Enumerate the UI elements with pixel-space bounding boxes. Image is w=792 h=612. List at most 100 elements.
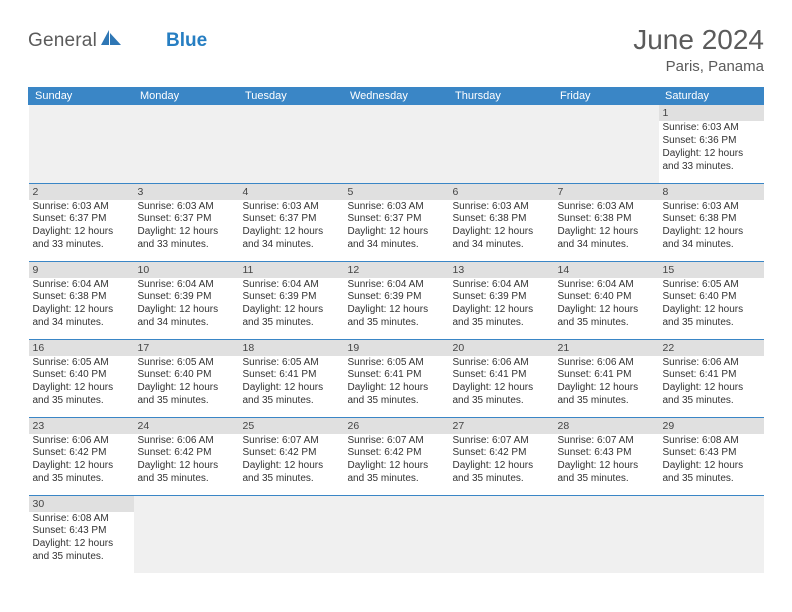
day-number: 29 bbox=[659, 418, 764, 434]
day-number: 26 bbox=[344, 418, 449, 434]
day-number: 24 bbox=[134, 418, 239, 434]
dayname-sun: Sunday bbox=[29, 87, 134, 105]
calendar-cell: 29Sunrise: 6:08 AMSunset: 6:43 PMDayligh… bbox=[659, 417, 764, 495]
calendar-cell: 10Sunrise: 6:04 AMSunset: 6:39 PMDayligh… bbox=[134, 261, 239, 339]
day-number: 30 bbox=[29, 496, 134, 512]
day-details: Sunrise: 6:07 AMSunset: 6:42 PMDaylight:… bbox=[344, 434, 449, 489]
day-details: Sunrise: 6:07 AMSunset: 6:43 PMDaylight:… bbox=[554, 434, 659, 489]
day-details: Sunrise: 6:08 AMSunset: 6:43 PMDaylight:… bbox=[659, 434, 764, 489]
day-details: Sunrise: 6:03 AMSunset: 6:36 PMDaylight:… bbox=[659, 121, 764, 176]
calendar-cell: 22Sunrise: 6:06 AMSunset: 6:41 PMDayligh… bbox=[659, 339, 764, 417]
day-details: Sunrise: 6:04 AMSunset: 6:39 PMDaylight:… bbox=[449, 278, 554, 333]
dayname-fri: Friday bbox=[554, 87, 659, 105]
day-details: Sunrise: 6:05 AMSunset: 6:40 PMDaylight:… bbox=[134, 356, 239, 411]
calendar-cell bbox=[134, 105, 239, 183]
calendar-cell: 1Sunrise: 6:03 AMSunset: 6:36 PMDaylight… bbox=[659, 105, 764, 183]
day-number: 18 bbox=[239, 340, 344, 356]
calendar-cell bbox=[449, 495, 554, 573]
day-number: 14 bbox=[554, 262, 659, 278]
calendar-cell: 23Sunrise: 6:06 AMSunset: 6:42 PMDayligh… bbox=[29, 417, 134, 495]
calendar-cell: 19Sunrise: 6:05 AMSunset: 6:41 PMDayligh… bbox=[344, 339, 449, 417]
day-details: Sunrise: 6:06 AMSunset: 6:42 PMDaylight:… bbox=[29, 434, 134, 489]
calendar-row: 2Sunrise: 6:03 AMSunset: 6:37 PMDaylight… bbox=[29, 183, 764, 261]
day-details: Sunrise: 6:03 AMSunset: 6:37 PMDaylight:… bbox=[134, 200, 239, 255]
day-details: Sunrise: 6:08 AMSunset: 6:43 PMDaylight:… bbox=[29, 512, 134, 567]
calendar-cell bbox=[239, 495, 344, 573]
dayname-wed: Wednesday bbox=[344, 87, 449, 105]
day-details: Sunrise: 6:03 AMSunset: 6:37 PMDaylight:… bbox=[29, 200, 134, 255]
day-number: 27 bbox=[449, 418, 554, 434]
logo-text-general: General bbox=[28, 30, 97, 52]
title-block: June 2024 Paris, Panama bbox=[633, 24, 764, 75]
day-number: 7 bbox=[554, 184, 659, 200]
calendar-row: 16Sunrise: 6:05 AMSunset: 6:40 PMDayligh… bbox=[29, 339, 764, 417]
dayname-mon: Monday bbox=[134, 87, 239, 105]
calendar-cell: 18Sunrise: 6:05 AMSunset: 6:41 PMDayligh… bbox=[239, 339, 344, 417]
logo-sail-icon bbox=[100, 30, 122, 51]
day-number: 22 bbox=[659, 340, 764, 356]
calendar-cell bbox=[659, 495, 764, 573]
day-details: Sunrise: 6:04 AMSunset: 6:39 PMDaylight:… bbox=[344, 278, 449, 333]
day-details: Sunrise: 6:03 AMSunset: 6:37 PMDaylight:… bbox=[344, 200, 449, 255]
day-number: 9 bbox=[29, 262, 134, 278]
day-details: Sunrise: 6:04 AMSunset: 6:39 PMDaylight:… bbox=[239, 278, 344, 333]
calendar-cell: 13Sunrise: 6:04 AMSunset: 6:39 PMDayligh… bbox=[449, 261, 554, 339]
calendar-cell: 30Sunrise: 6:08 AMSunset: 6:43 PMDayligh… bbox=[29, 495, 134, 573]
day-number: 17 bbox=[134, 340, 239, 356]
day-details: Sunrise: 6:03 AMSunset: 6:38 PMDaylight:… bbox=[449, 200, 554, 255]
calendar-cell: 16Sunrise: 6:05 AMSunset: 6:40 PMDayligh… bbox=[29, 339, 134, 417]
calendar-cell: 8Sunrise: 6:03 AMSunset: 6:38 PMDaylight… bbox=[659, 183, 764, 261]
calendar-cell: 20Sunrise: 6:06 AMSunset: 6:41 PMDayligh… bbox=[449, 339, 554, 417]
day-number: 28 bbox=[554, 418, 659, 434]
calendar-cell bbox=[554, 495, 659, 573]
day-details: Sunrise: 6:06 AMSunset: 6:41 PMDaylight:… bbox=[659, 356, 764, 411]
day-number: 3 bbox=[134, 184, 239, 200]
calendar-page: General Blue June 2024 Paris, Panama Sun… bbox=[0, 0, 792, 589]
day-details: Sunrise: 6:07 AMSunset: 6:42 PMDaylight:… bbox=[239, 434, 344, 489]
month-title: June 2024 bbox=[633, 24, 764, 56]
day-number: 5 bbox=[344, 184, 449, 200]
day-details: Sunrise: 6:06 AMSunset: 6:41 PMDaylight:… bbox=[554, 356, 659, 411]
calendar-cell: 2Sunrise: 6:03 AMSunset: 6:37 PMDaylight… bbox=[29, 183, 134, 261]
day-details: Sunrise: 6:05 AMSunset: 6:41 PMDaylight:… bbox=[344, 356, 449, 411]
calendar-cell: 12Sunrise: 6:04 AMSunset: 6:39 PMDayligh… bbox=[344, 261, 449, 339]
day-details: Sunrise: 6:04 AMSunset: 6:39 PMDaylight:… bbox=[134, 278, 239, 333]
calendar-cell bbox=[554, 105, 659, 183]
day-details: Sunrise: 6:06 AMSunset: 6:42 PMDaylight:… bbox=[134, 434, 239, 489]
day-details: Sunrise: 6:05 AMSunset: 6:40 PMDaylight:… bbox=[659, 278, 764, 333]
day-number: 4 bbox=[239, 184, 344, 200]
calendar-cell: 27Sunrise: 6:07 AMSunset: 6:42 PMDayligh… bbox=[449, 417, 554, 495]
day-details: Sunrise: 6:03 AMSunset: 6:38 PMDaylight:… bbox=[659, 200, 764, 255]
dayname-sat: Saturday bbox=[659, 87, 764, 105]
calendar-cell: 4Sunrise: 6:03 AMSunset: 6:37 PMDaylight… bbox=[239, 183, 344, 261]
calendar-row: 9Sunrise: 6:04 AMSunset: 6:38 PMDaylight… bbox=[29, 261, 764, 339]
day-number: 13 bbox=[449, 262, 554, 278]
day-details: Sunrise: 6:03 AMSunset: 6:38 PMDaylight:… bbox=[554, 200, 659, 255]
page-header: General Blue June 2024 Paris, Panama bbox=[28, 24, 764, 75]
calendar-cell bbox=[239, 105, 344, 183]
calendar-cell bbox=[29, 105, 134, 183]
calendar-cell: 9Sunrise: 6:04 AMSunset: 6:38 PMDaylight… bbox=[29, 261, 134, 339]
calendar-body: 1Sunrise: 6:03 AMSunset: 6:36 PMDaylight… bbox=[29, 105, 764, 573]
day-number: 19 bbox=[344, 340, 449, 356]
day-number: 1 bbox=[659, 105, 764, 121]
day-details: Sunrise: 6:04 AMSunset: 6:38 PMDaylight:… bbox=[29, 278, 134, 333]
calendar-cell: 21Sunrise: 6:06 AMSunset: 6:41 PMDayligh… bbox=[554, 339, 659, 417]
calendar-grid: Sunday Monday Tuesday Wednesday Thursday… bbox=[28, 87, 764, 573]
calendar-cell: 25Sunrise: 6:07 AMSunset: 6:42 PMDayligh… bbox=[239, 417, 344, 495]
day-number: 25 bbox=[239, 418, 344, 434]
day-number: 11 bbox=[239, 262, 344, 278]
dayname-tue: Tuesday bbox=[239, 87, 344, 105]
calendar-cell: 15Sunrise: 6:05 AMSunset: 6:40 PMDayligh… bbox=[659, 261, 764, 339]
day-number: 2 bbox=[29, 184, 134, 200]
day-number: 12 bbox=[344, 262, 449, 278]
day-details: Sunrise: 6:05 AMSunset: 6:41 PMDaylight:… bbox=[239, 356, 344, 411]
calendar-cell: 14Sunrise: 6:04 AMSunset: 6:40 PMDayligh… bbox=[554, 261, 659, 339]
calendar-cell: 3Sunrise: 6:03 AMSunset: 6:37 PMDaylight… bbox=[134, 183, 239, 261]
calendar-cell: 28Sunrise: 6:07 AMSunset: 6:43 PMDayligh… bbox=[554, 417, 659, 495]
calendar-cell: 17Sunrise: 6:05 AMSunset: 6:40 PMDayligh… bbox=[134, 339, 239, 417]
day-details: Sunrise: 6:06 AMSunset: 6:41 PMDaylight:… bbox=[449, 356, 554, 411]
day-details: Sunrise: 6:03 AMSunset: 6:37 PMDaylight:… bbox=[239, 200, 344, 255]
calendar-cell: 24Sunrise: 6:06 AMSunset: 6:42 PMDayligh… bbox=[134, 417, 239, 495]
calendar-cell: 7Sunrise: 6:03 AMSunset: 6:38 PMDaylight… bbox=[554, 183, 659, 261]
